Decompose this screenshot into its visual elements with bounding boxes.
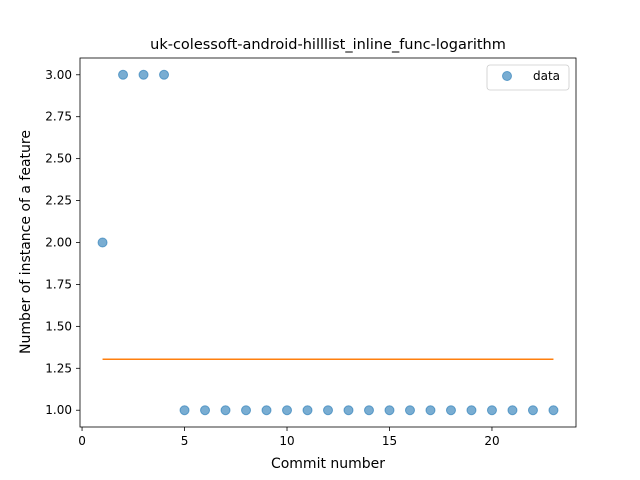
y-tick-label: 2.25 xyxy=(45,194,72,208)
data-point xyxy=(466,405,477,416)
x-axis: 0 5 10 15 20 xyxy=(78,427,500,448)
y-axis: 1.00 1.25 1.50 1.75 2.00 2.25 2.50 2.75 3.00 xyxy=(45,68,80,417)
x-tick-label: 0 xyxy=(78,434,86,448)
y-tick-label: 2.75 xyxy=(45,110,72,124)
data-point xyxy=(507,405,518,416)
data-point xyxy=(445,405,456,416)
y-tick-label: 1.25 xyxy=(45,361,72,375)
data-point xyxy=(261,405,272,416)
data-point xyxy=(179,405,190,416)
data-point xyxy=(363,405,374,416)
data-point xyxy=(323,405,333,416)
legend: data xyxy=(486,64,570,91)
x-tick-label: 5 xyxy=(181,434,189,448)
data-point xyxy=(200,405,211,416)
data-point xyxy=(118,69,129,80)
x-axis-label: Commit number xyxy=(271,456,385,472)
x-tick-label: 10 xyxy=(279,434,294,448)
data-point xyxy=(343,405,354,416)
y-tick-label: 1.00 xyxy=(45,403,72,417)
axes-frame xyxy=(79,57,577,428)
y-tick-label: 1.75 xyxy=(45,277,72,291)
data-point xyxy=(159,69,170,80)
y-tick-label: 3.00 xyxy=(45,68,72,82)
data-point xyxy=(425,405,436,416)
plot-area xyxy=(97,69,559,416)
data-point xyxy=(404,405,415,416)
legend-marker-data xyxy=(502,71,512,81)
legend-label-data: data xyxy=(533,69,560,83)
y-tick-label: 2.50 xyxy=(45,152,72,166)
data-point xyxy=(138,69,149,80)
data-point xyxy=(302,405,313,416)
data-point xyxy=(282,405,293,416)
data-point xyxy=(241,405,252,416)
chart-title: uk-colessoft-android-hilllist_inline_fun… xyxy=(150,37,506,53)
x-tick-label: 20 xyxy=(484,434,499,448)
y-axis-label: Number of instance of a feature xyxy=(18,130,34,354)
y-tick-label: 2.00 xyxy=(45,236,72,250)
data-point xyxy=(548,405,559,416)
data-point xyxy=(220,405,231,416)
data-point xyxy=(97,237,108,248)
x-tick-label: 15 xyxy=(382,434,397,448)
data-point xyxy=(384,405,395,416)
data-point xyxy=(486,405,497,416)
data-point xyxy=(527,405,538,416)
y-tick-label: 1.50 xyxy=(45,319,72,333)
